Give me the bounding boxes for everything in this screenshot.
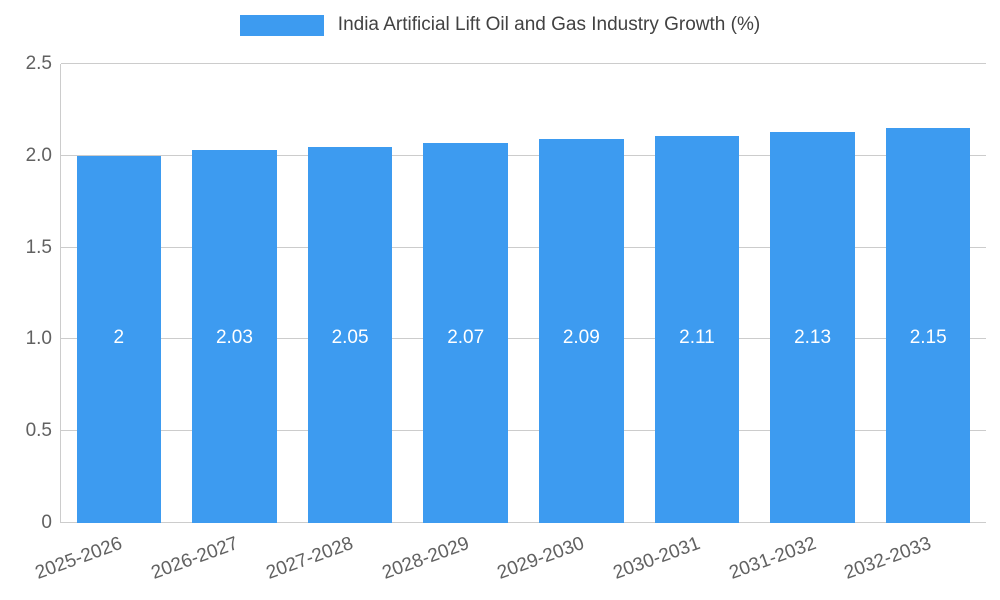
x-tick-label: 2028-2029 [379,533,472,584]
y-tick-label: 1.5 [25,236,52,258]
bar-slot: 2.13 [755,64,871,523]
legend-swatch [239,14,324,36]
gridline [61,338,986,340]
bar[interactable]: 2.07 [423,142,508,523]
x-tick-label: 2032-2033 [841,533,935,584]
y-tick-label: 1.0 [25,328,52,350]
gridline [61,522,986,523]
gridline [61,246,986,248]
y-axis: 0 0.5 1.0 1.5 2.0 2.5 [0,53,52,533]
y-tick-label: 2.0 [25,144,52,166]
x-tick-label: 2027-2028 [263,533,357,584]
bar-value-label: 2 [113,327,125,348]
bar-value-label: 2.03 [215,327,253,348]
y-tick-label: 2.5 [25,53,52,74]
bar[interactable]: 2.15 [885,128,971,523]
bar-slot: 2.09 [524,64,640,523]
legend: India Artificial Lift Oil and Gas Indust… [0,14,1000,36]
plot-area: 2 2.03 2.05 2.07 2.09 2.11 2.13 2.15 [60,63,986,523]
bar-value-label: 2.09 [562,327,600,348]
bar-slot: 2 [61,64,177,523]
bar[interactable]: 2.11 [654,135,740,523]
bar-slot: 2.05 [292,64,408,523]
x-tick-label: 2025-2026 [32,533,125,584]
bar-value-label: 2.13 [794,327,832,348]
bar[interactable]: 2.09 [539,139,624,523]
bar-value-label: 2.05 [331,327,369,348]
legend-label: India Artificial Lift Oil and Gas Indust… [337,14,761,35]
bar-slot: 2.03 [177,64,293,523]
y-tick-label: 0 [41,512,52,533]
gridline [61,63,986,64]
x-tick-label: 2031-2032 [726,533,819,584]
bars-container: 2 2.03 2.05 2.07 2.09 2.11 2.13 2.15 [61,64,986,523]
x-tick-label: 2029-2030 [494,533,588,584]
bar[interactable]: 2.03 [192,150,277,523]
bar-value-label: 2.15 [909,327,947,348]
y-tick-label: 0.5 [25,420,52,442]
bar[interactable]: 2 [76,155,162,523]
x-axis: 2025-2026 2026-2027 2027-2028 2028-2029 2029… [32,527,985,597]
bar-slot: 2.07 [408,64,524,523]
bar-slot: 2.15 [870,64,986,523]
x-tick-label: 2026-2027 [148,533,241,584]
gridline [61,430,986,432]
bar[interactable]: 2.05 [307,146,393,523]
bar-value-label: 2.11 [679,327,715,348]
gridline [61,154,986,156]
bar-value-label: 2.07 [447,327,485,348]
bar-slot: 2.11 [639,64,755,523]
x-tick-label: 2030-2031 [610,533,704,584]
bar[interactable]: 2.13 [770,131,855,523]
